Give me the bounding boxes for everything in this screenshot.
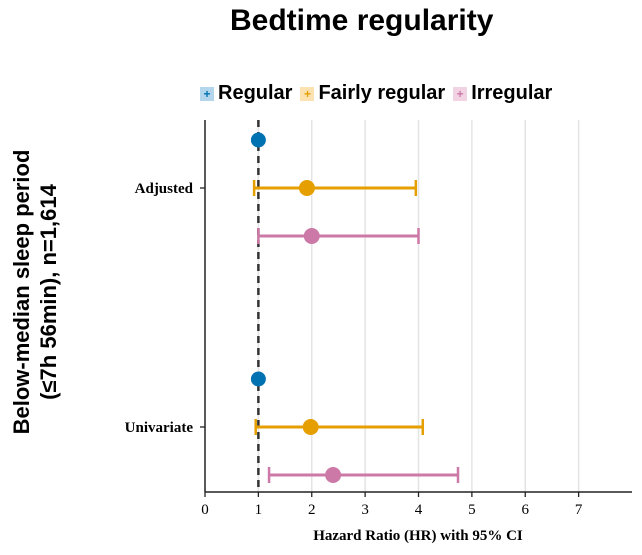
x-tick-label: 3 bbox=[361, 502, 369, 518]
x-tick-label: 5 bbox=[468, 502, 476, 518]
x-tick-label: 7 bbox=[575, 502, 583, 518]
legend-key-fairly-regular: + bbox=[300, 86, 315, 101]
x-tick-label: 6 bbox=[522, 502, 530, 518]
legend-key-irregular: + bbox=[453, 86, 468, 101]
legend-item-irregular: + Irregular bbox=[453, 82, 552, 105]
x-axis-label: Hazard Ratio (HR) with 95% CI bbox=[313, 528, 523, 544]
hr-point bbox=[325, 467, 342, 483]
hr-point bbox=[250, 371, 266, 387]
legend-label: Regular bbox=[218, 82, 293, 104]
legend-item-fairly-regular: + Fairly regular bbox=[300, 82, 445, 105]
ci-fairly-regular bbox=[254, 419, 425, 435]
ci-irregular bbox=[257, 228, 420, 244]
ci-regular bbox=[250, 132, 266, 148]
ci-fairly-regular bbox=[252, 180, 418, 196]
ci-regular bbox=[250, 371, 266, 387]
legend-item-regular: + Regular bbox=[200, 82, 292, 105]
legend-label: Irregular bbox=[471, 82, 553, 104]
hr-point bbox=[250, 132, 266, 148]
x-tick-label: 0 bbox=[201, 502, 209, 518]
hr-point bbox=[302, 419, 319, 435]
hr-point bbox=[298, 180, 315, 196]
x-tick-label: 2 bbox=[308, 502, 316, 518]
x-tick-label: 1 bbox=[255, 502, 263, 518]
legend-label: Fairly regular bbox=[318, 82, 446, 104]
hr-point bbox=[303, 228, 320, 244]
legend-key-regular: + bbox=[200, 86, 214, 101]
category-label: Univariate bbox=[125, 420, 194, 436]
legend: + Regular + Fairly regular + Irregular bbox=[200, 82, 552, 105]
x-tick-label: 4 bbox=[415, 502, 423, 518]
chart-title: Bedtime regularity bbox=[230, 4, 494, 37]
ci-irregular bbox=[267, 467, 460, 483]
category-label: Adjusted bbox=[135, 181, 194, 197]
